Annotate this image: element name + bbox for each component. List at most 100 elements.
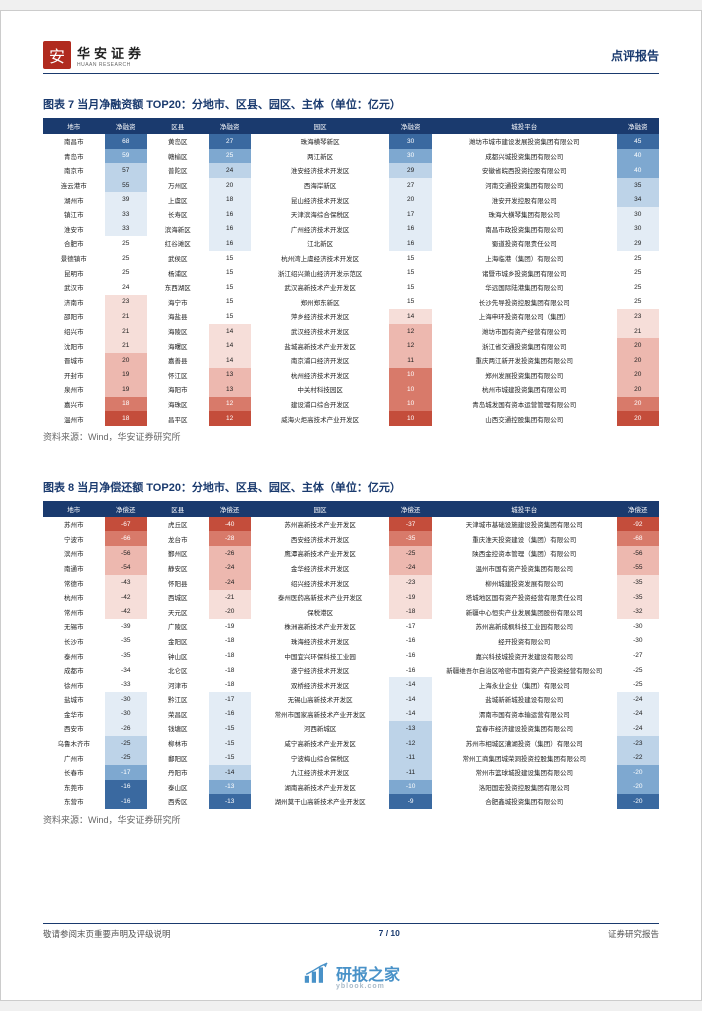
value-cell: 15 [209, 295, 251, 310]
figure7-table: 地市净融资区县净融资园区净融资城投平台净融资南昌市68黄岛区27珠海横琴新区30… [43, 118, 659, 426]
value-cell: 20 [617, 397, 659, 412]
name-cell: 郑州郑东新区 [251, 295, 390, 310]
name-cell: 苏州市相城区漕湖投资（集团）有限公司 [432, 736, 617, 751]
table-row: 长春市-17丹阳市-14九江经济技术开发区-11常州市篮球城投建设集团有限公司-… [43, 765, 659, 780]
value-cell: 35 [617, 178, 659, 193]
column-header: 净偿还 [209, 501, 251, 517]
value-cell: -92 [617, 517, 659, 532]
name-cell: 湖州莫干山高新技术产业开发区 [251, 794, 390, 809]
name-cell: 静安区 [147, 561, 209, 576]
value-cell: 59 [105, 149, 147, 164]
table-row: 金华市-30荣昌区-16常州市国家高新技术产业开发区-14渭南市国有资本输运营有… [43, 707, 659, 722]
value-cell: 25 [105, 236, 147, 251]
value-cell: 40 [617, 163, 659, 178]
name-cell: 天元区 [147, 604, 209, 619]
value-cell: 21 [105, 309, 147, 324]
value-cell: 15 [209, 280, 251, 295]
name-cell: 新疆中心恒实产业发展集团股份有限公司 [432, 604, 617, 619]
value-cell: 14 [209, 353, 251, 368]
value-cell: 33 [105, 207, 147, 222]
name-cell: 西秀区 [147, 794, 209, 809]
logo-icon: 安 [43, 41, 71, 69]
table-row: 泉州市19海阳市13中关村科技园区10杭州市城建投资集团有限公司20 [43, 382, 659, 397]
name-cell: 景德镇市 [43, 251, 105, 266]
value-cell: -23 [617, 736, 659, 751]
value-cell: 11 [389, 353, 431, 368]
name-cell: 常州工商集团城荣洞投资控股集团有限公司 [432, 750, 617, 765]
value-cell: 15 [389, 265, 431, 280]
value-cell: -13 [209, 794, 251, 809]
name-cell: 青岛城发国有资本运营管理有限公司 [432, 397, 617, 412]
value-cell: 12 [389, 338, 431, 353]
table-row: 成都市-34北仑区-18遂宁经济技术开发区-16新疆维吾尔自治区哈密市国有资产产… [43, 663, 659, 678]
table-row: 无锡市-39广陵区-19株洲高新技术产业开发区-17苏州高新成枫科技工业园有限公… [43, 619, 659, 634]
value-cell: -42 [105, 604, 147, 619]
value-cell: 10 [389, 382, 431, 397]
name-cell: 常德市 [43, 575, 105, 590]
name-cell: 泰州医药高新技术产业开发区 [251, 590, 390, 605]
value-cell: -9 [389, 794, 431, 809]
value-cell: 33 [105, 222, 147, 237]
value-cell: -19 [389, 590, 431, 605]
name-cell: 珠海大横琴集团有限公司 [432, 207, 617, 222]
name-cell: 金华市 [43, 707, 105, 722]
name-cell: 无锡山高新技术开发区 [251, 692, 390, 707]
column-header: 地市 [43, 501, 105, 517]
value-cell: 30 [617, 207, 659, 222]
value-cell: -18 [389, 604, 431, 619]
name-cell: 潍坊市城市建设发展投资集团有限公司 [432, 134, 617, 149]
table-row: 宁波市-66龙台市-28西安经济技术开发区-35重庆淮天投资建设（集团）有限公司… [43, 531, 659, 546]
value-cell: 20 [209, 178, 251, 193]
name-cell: 红谷滩区 [147, 236, 209, 251]
table-row: 常德市-43怀阳县-24绍兴经济技术开发区-23柳州城建投资发展有限公司-35 [43, 575, 659, 590]
name-cell: 宁波梅山综合保税区 [251, 750, 390, 765]
value-cell: 27 [389, 178, 431, 193]
logo-text: 华安证券 HUAAN RESEARCH [77, 43, 145, 68]
value-cell: 21 [105, 324, 147, 339]
table-row: 泰州市-35钟山区-18中国宜兴环保科技工业园-16嘉兴科技城投资开发建设有限公… [43, 648, 659, 663]
name-cell: 宜春市经济建设投资集团有限公司 [432, 721, 617, 736]
value-cell: 19 [105, 382, 147, 397]
value-cell: 20 [617, 382, 659, 397]
page-total: 10 [390, 928, 399, 938]
name-cell: 海盐县 [147, 309, 209, 324]
name-cell: 山西交通控股集团有限公司 [432, 411, 617, 426]
value-cell: -17 [389, 619, 431, 634]
name-cell: 西城区 [147, 590, 209, 605]
value-cell: -54 [105, 561, 147, 576]
figure7-title: 图表 7 当月净融资额 TOP20：分地市、区县、园区、主体（单位：亿元） [43, 96, 659, 112]
value-cell: -13 [209, 780, 251, 795]
name-cell: 华远国际陆港集团有限公司 [432, 280, 617, 295]
value-cell: -16 [209, 707, 251, 722]
name-cell: 嘉兴市 [43, 397, 105, 412]
value-cell: 30 [389, 149, 431, 164]
name-cell: 东西湖区 [147, 280, 209, 295]
name-cell: 重庆两江新开发投资集团有限公司 [432, 353, 617, 368]
name-cell: 长寿区 [147, 207, 209, 222]
name-cell: 杨浦区 [147, 265, 209, 280]
value-cell: -26 [105, 721, 147, 736]
value-cell: -24 [209, 575, 251, 590]
value-cell: -21 [209, 590, 251, 605]
column-header: 净融资 [105, 118, 147, 134]
name-cell: 洛阳国宏投资控股集团有限公司 [432, 780, 617, 795]
name-cell: 晋城市 [43, 353, 105, 368]
value-cell: -24 [389, 561, 431, 576]
name-cell: 海陵区 [147, 324, 209, 339]
value-cell: 12 [389, 324, 431, 339]
column-header: 净融资 [617, 118, 659, 134]
name-cell: 上海临港（集团）有限公司 [432, 251, 617, 266]
name-cell: 南昌市 [43, 134, 105, 149]
value-cell: 16 [209, 222, 251, 237]
value-cell: -30 [617, 634, 659, 649]
name-cell: 安徽省皖西投资控股有限公司 [432, 163, 617, 178]
value-cell: -14 [389, 677, 431, 692]
value-cell: 21 [105, 338, 147, 353]
column-header: 区县 [147, 501, 209, 517]
name-cell: 盐城市 [43, 692, 105, 707]
name-cell: 蜀道投资有限责任公司 [432, 236, 617, 251]
value-cell: -24 [617, 721, 659, 736]
name-cell: 钟山区 [147, 648, 209, 663]
value-cell: 12 [209, 411, 251, 426]
name-cell: 成都市 [43, 663, 105, 678]
